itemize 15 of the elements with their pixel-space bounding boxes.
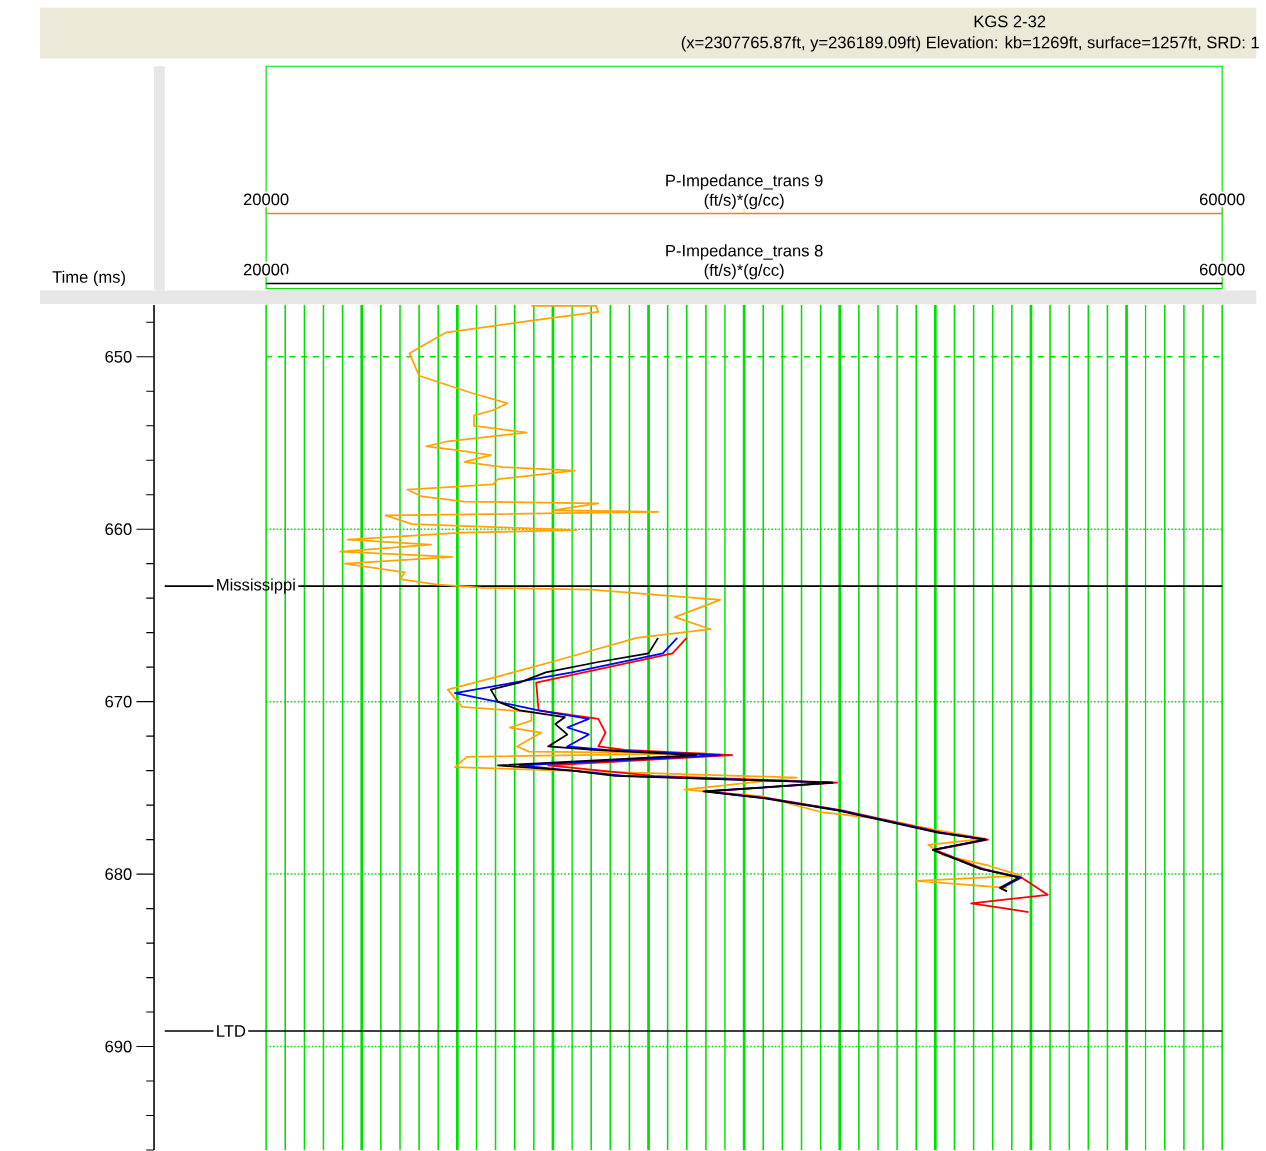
y-tick-label: 690 — [105, 1040, 132, 1053]
chart-subtitle: (x=2307765.87ft, y=236189.09ft) Elevation: kb=1269ft, surface=1257ft, SRD: 1 — [681, 35, 1259, 52]
ref-line-label: LTD — [217, 1025, 246, 1037]
line-series — [339, 304, 1023, 889]
y-tick-label: 650 — [105, 350, 132, 363]
y-tick-label: 670 — [105, 695, 132, 708]
x-axis-title: P-Impedance_trans 8 (ft/s)*(g/cc) — [666, 244, 823, 280]
y-tick-label: 660 — [105, 523, 132, 535]
chart-title: KGS 2-32 — [974, 15, 1046, 28]
y-axis-title: Time (ms) — [52, 270, 125, 286]
line-series — [535, 636, 1049, 913]
x2-axis-title: P-Impedance_trans 9 (ft/s)*(g/cc) — [666, 174, 823, 209]
y-tick-label: 680 — [105, 868, 132, 880]
x2-tick-label: 20000 — [243, 193, 289, 206]
x2-tick-label: 60000 — [1199, 193, 1245, 206]
